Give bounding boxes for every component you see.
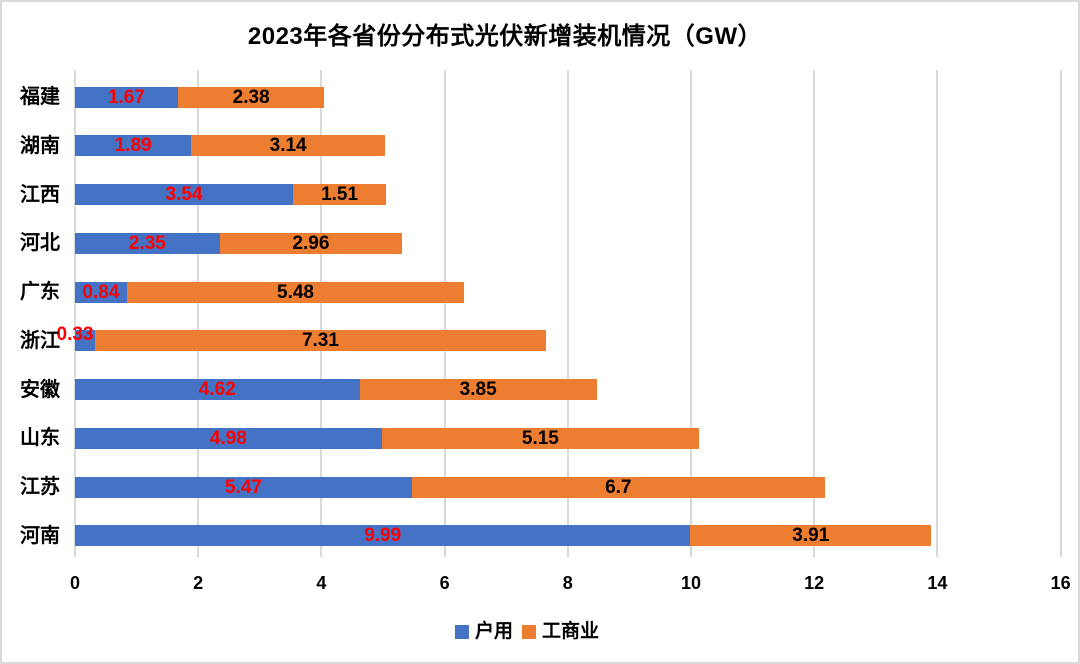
value-label-household: 5.47	[224, 476, 262, 498]
bar-segment-household: 0.33	[57, 324, 96, 352]
value-label-commercial: 3.91	[792, 525, 830, 547]
gridline	[320, 70, 323, 557]
bar-segment-commercial: 7.31	[95, 330, 546, 352]
value-label-household: 0.84	[82, 281, 120, 303]
value-label-commercial: 2.96	[292, 232, 330, 254]
category-label: 江苏	[20, 476, 60, 499]
bar-segment-commercial: 5.15	[381, 427, 699, 449]
x-axis-tick-label: 16	[1050, 573, 1071, 593]
value-label-commercial: 7.31	[301, 330, 339, 352]
x-axis-tick-label: 12	[804, 573, 825, 593]
value-label-commercial: 3.14	[269, 135, 307, 157]
category-label: 河南	[20, 524, 60, 547]
value-label-commercial: 6.7	[605, 476, 632, 498]
gridline	[813, 70, 816, 557]
x-axis-tick-label: 4	[316, 573, 327, 593]
category-label: 河北	[20, 232, 60, 255]
value-label-commercial: 5.15	[521, 427, 559, 449]
x-axis-tick-label: 0	[69, 573, 80, 593]
bar-segment-commercial: 5.48	[126, 281, 465, 303]
value-label-household: 2.35	[128, 232, 166, 254]
legend-label: 户用	[474, 621, 513, 642]
category-label: 广东	[20, 281, 60, 304]
value-label-commercial: 1.51	[321, 184, 359, 206]
x-axis-tick-label: 14	[927, 573, 948, 593]
gridline	[1059, 70, 1062, 557]
bar-segment-household: 1.89	[75, 135, 192, 157]
x-axis-tick-label: 6	[439, 573, 450, 593]
gridline	[197, 70, 200, 557]
category-label: 浙江	[20, 329, 60, 352]
legend-label: 工商业	[542, 621, 600, 642]
legend-item-household: 户用	[454, 621, 513, 642]
category-label: 福建	[20, 86, 60, 108]
x-axis-tick-label: 2	[193, 573, 204, 593]
bar-segment-household: 4.62	[75, 379, 360, 401]
bar-segment-household: 9.99	[75, 525, 691, 547]
category-label: 湖南	[20, 134, 60, 157]
bar-segment-commercial: 3.85	[359, 379, 597, 401]
bar-segment-commercial: 1.51	[293, 184, 387, 206]
gridline	[690, 70, 692, 557]
bar-segment-commercial: 3.91	[690, 525, 932, 547]
value-label-household: 1.89	[114, 135, 152, 157]
bar-segment-household: 3.54	[75, 184, 294, 206]
bar-segment-household: 0.84	[75, 281, 127, 303]
value-label-household: 4.98	[209, 427, 247, 449]
bar-segment-household: 4.98	[75, 427, 382, 449]
value-label-commercial: 3.85	[459, 379, 497, 401]
category-label: 江西	[20, 183, 60, 206]
value-label-household: 1.67	[107, 86, 145, 108]
x-axis-tick-label: 8	[562, 573, 573, 593]
gridline	[936, 70, 939, 557]
bar-segment-commercial: 2.96	[219, 232, 403, 254]
bar-segment-commercial: 6.7	[411, 476, 825, 498]
legend-swatch-household	[454, 625, 469, 639]
value-label-household: 3.54	[165, 184, 203, 206]
gridline	[443, 70, 446, 557]
legend-item-commercial: 工商业	[522, 622, 599, 642]
bar-segment-commercial: 3.14	[191, 135, 385, 157]
bar-segment-household: 2.35	[75, 232, 220, 254]
chart-title: 2023年各省份分布式光伏新增装机情况（GW）	[247, 23, 763, 50]
value-label-household: 0.33	[56, 324, 94, 346]
gridline	[74, 70, 76, 557]
value-label-commercial: 2.38	[232, 86, 270, 108]
gridline	[566, 70, 569, 557]
value-label-household: 9.99	[364, 525, 402, 547]
legend: 户用 工商业	[454, 621, 599, 642]
bar-segment-commercial: 2.38	[177, 86, 325, 108]
bar-segment-household: 5.47	[75, 476, 412, 498]
legend-swatch-commercial	[522, 625, 536, 639]
category-label: 山东	[20, 427, 60, 450]
x-axis-tick-label: 10	[680, 573, 702, 593]
bar-segment-household: 1.67	[75, 86, 178, 108]
value-label-household: 4.62	[198, 379, 236, 401]
category-label: 安徽	[20, 378, 60, 401]
value-label-commercial: 5.48	[277, 281, 314, 303]
